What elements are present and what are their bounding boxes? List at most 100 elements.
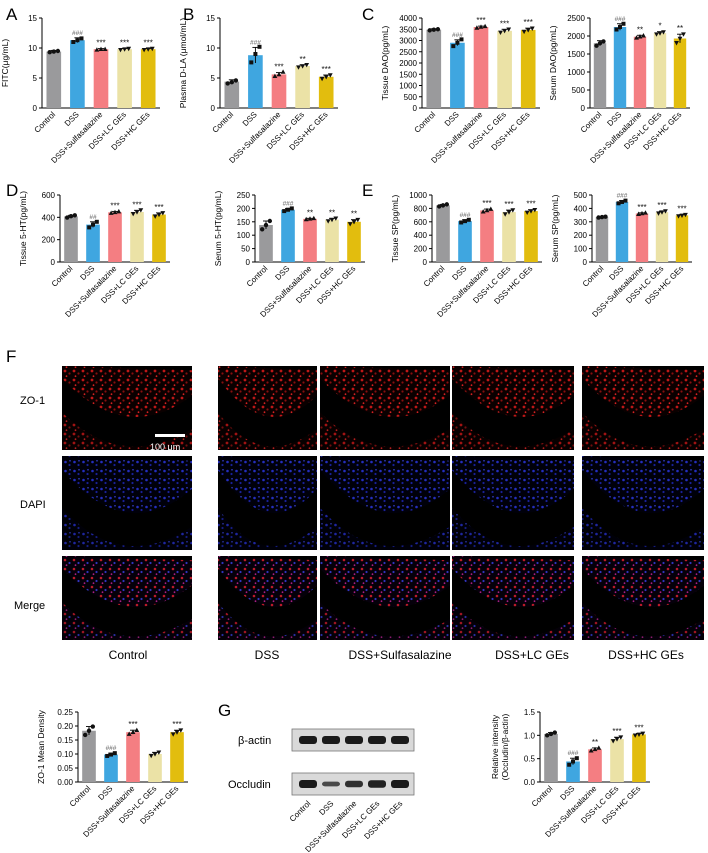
- bar: [520, 29, 536, 108]
- data-point: [480, 209, 486, 214]
- data-point: [105, 753, 110, 758]
- data-point: [681, 32, 686, 37]
- data-point: [71, 40, 76, 44]
- y-tick-label: 0: [581, 104, 586, 113]
- panel-letter-b: B: [183, 5, 194, 24]
- tissue-region: [62, 366, 192, 417]
- data-point: [307, 216, 313, 221]
- bar: [595, 217, 609, 262]
- bar: [170, 732, 184, 782]
- data-point: [280, 69, 286, 74]
- significance-label: ***: [172, 720, 181, 729]
- y-tick-label: 10: [206, 44, 215, 53]
- y-tick-label: 2000: [567, 32, 585, 41]
- y-tick-label: 3000: [399, 37, 417, 46]
- data-point: [178, 728, 184, 733]
- data-point: [636, 211, 641, 216]
- data-point: [618, 735, 624, 740]
- data-point: [466, 217, 471, 222]
- significance-label: **: [637, 25, 643, 34]
- data-point: [525, 28, 531, 33]
- data-point: [643, 210, 648, 215]
- y-tick-label: 0: [246, 258, 251, 267]
- data-point: [524, 210, 530, 216]
- y-tick-label: 400: [414, 231, 428, 240]
- data-point: [663, 209, 668, 214]
- y-tick-label: 100: [237, 231, 251, 240]
- row-label-dapi: DAPI: [20, 499, 46, 511]
- micro-zo1-control: [62, 366, 192, 450]
- tissue-region: [320, 366, 450, 417]
- significance-label: ***: [120, 39, 129, 48]
- micro-merge-lc: [452, 556, 574, 640]
- tissue-region: [320, 602, 450, 640]
- data-point: [636, 732, 642, 737]
- panel-letter-f: F: [6, 347, 16, 366]
- data-point: [276, 71, 282, 77]
- data-point: [311, 215, 317, 221]
- data-point: [259, 227, 265, 232]
- data-point: [639, 210, 645, 216]
- blot-band: [391, 780, 409, 788]
- data-point: [152, 752, 158, 757]
- bar: [82, 730, 96, 782]
- data-point: [94, 219, 99, 224]
- bar: [588, 749, 602, 782]
- tissue-region: [62, 412, 192, 450]
- bar: [544, 733, 558, 782]
- significance-label: ###: [452, 32, 463, 39]
- significance-label: ***: [637, 203, 646, 212]
- tissue-region: [452, 556, 574, 607]
- significance-label: ###: [460, 212, 471, 219]
- y-axis-label: Tissue SP(pg/mL): [390, 194, 400, 262]
- data-point: [463, 219, 467, 224]
- y-tick-label: 800: [414, 204, 428, 213]
- data-point: [552, 730, 558, 735]
- y-tick-label: 0.00: [57, 778, 73, 787]
- data-point: [64, 215, 70, 220]
- bar: [497, 30, 512, 109]
- data-point: [599, 214, 605, 220]
- y-tick-label: 0.5: [524, 755, 536, 764]
- significance-label: **: [307, 208, 313, 217]
- data-point: [327, 73, 333, 78]
- bar: [70, 40, 85, 109]
- y-axis-label: ZO-1 Mean Density: [36, 709, 46, 783]
- y-axis-label: FITC(μg/mL): [0, 39, 10, 88]
- data-point: [145, 47, 151, 52]
- data-point: [679, 213, 685, 218]
- data-point: [488, 206, 494, 211]
- x-category-label: DSS: [443, 110, 461, 128]
- y-axis-label: Serum 5-HT(pg/mL): [213, 191, 223, 267]
- data-point: [683, 212, 688, 218]
- y-tick-label: 500: [572, 86, 586, 95]
- micro-merge-dss: [218, 556, 317, 640]
- y-tick-label: 400: [574, 204, 588, 213]
- data-point: [267, 218, 273, 224]
- microscopy-row-labels: ZO-1 DAPI Merge: [14, 395, 46, 612]
- data-point: [455, 40, 460, 45]
- data-point: [529, 26, 535, 31]
- data-point: [329, 217, 335, 223]
- data-point: [122, 47, 127, 52]
- bar: [524, 211, 538, 262]
- blot-band: [391, 736, 409, 744]
- data-point: [225, 81, 230, 86]
- data-point: [174, 730, 180, 735]
- bar: [318, 76, 334, 108]
- chart-tissue-5ht: 0 200 400 600 Tissue 5-HT(pg/mL) Control ## DSS…: [18, 191, 170, 319]
- blot-band: [368, 736, 386, 744]
- col-label-dss: DSS: [255, 648, 280, 662]
- bar: [633, 36, 647, 108]
- significance-label: ***: [144, 39, 153, 48]
- data-point: [677, 36, 683, 42]
- x-category-label: Control: [422, 264, 447, 289]
- data-point: [323, 75, 329, 80]
- y-tick-label: 50: [241, 245, 250, 254]
- micro-merge-sulfa: [320, 556, 450, 640]
- data-point: [94, 47, 100, 52]
- y-axis-label: Relative intensity: [490, 714, 500, 779]
- blot-band: [368, 780, 386, 788]
- data-point: [641, 33, 646, 38]
